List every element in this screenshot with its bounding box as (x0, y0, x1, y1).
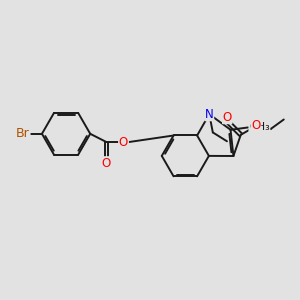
Text: Br: Br (16, 127, 30, 140)
Text: O: O (223, 111, 232, 124)
Text: O: O (102, 157, 111, 170)
Text: CH₃: CH₃ (249, 122, 270, 132)
Text: O: O (119, 136, 128, 148)
Text: O: O (119, 136, 128, 148)
Text: O: O (251, 119, 261, 133)
Text: N: N (205, 108, 214, 121)
